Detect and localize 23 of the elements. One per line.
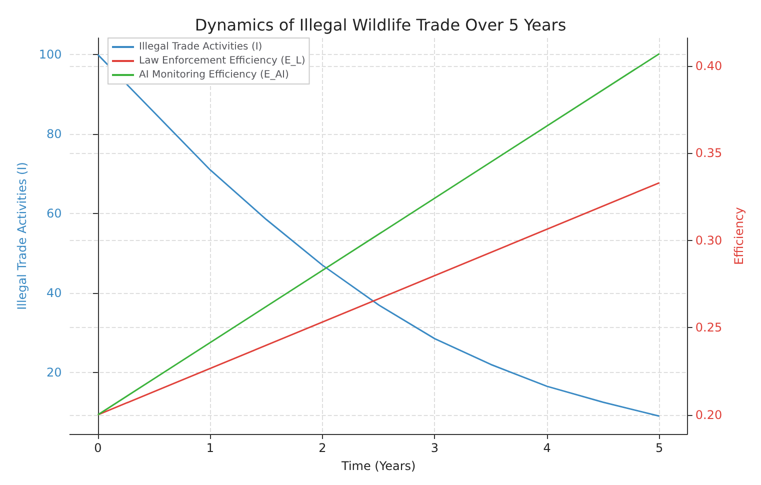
y-axis-title: Illegal Trade Activities (I)	[15, 162, 29, 310]
x-tick-label: 1	[206, 441, 214, 455]
x-tick-label: 5	[655, 441, 664, 455]
y2-tick-label: 0.25	[695, 320, 722, 335]
y2-tick-label: 0.40	[695, 58, 722, 73]
x-tick-label: 2	[318, 441, 326, 455]
y-tick-label: 100	[38, 48, 62, 62]
y-tick-label: 20	[46, 365, 62, 380]
y2-tick-label: 0.30	[695, 233, 722, 248]
y-tick-label: 60	[46, 206, 62, 221]
y-tick-label: 80	[46, 127, 62, 142]
x-tick-label: 3	[430, 441, 439, 455]
legend-label: AI Monitoring Efficiency (E_AI)	[139, 70, 289, 80]
chart-title: Dynamics of Illegal Wildlife Trade Over 5 Years	[194, 16, 566, 34]
y-tick-label: 40	[46, 286, 62, 300]
y2-tick-label: 0.20	[695, 408, 722, 422]
legend-label: Illegal Trade Activities (I)	[139, 42, 262, 52]
y2-tick-label: 0.35	[695, 146, 722, 160]
x-tick-label: 4	[543, 441, 551, 455]
x-tick-label: 0	[94, 441, 102, 455]
legend-label: Law Enforcement Efficiency (E_L)	[139, 56, 306, 66]
x-axis-title: Time (Years)	[340, 459, 416, 473]
y2-axis-title: Efficiency	[732, 207, 746, 265]
